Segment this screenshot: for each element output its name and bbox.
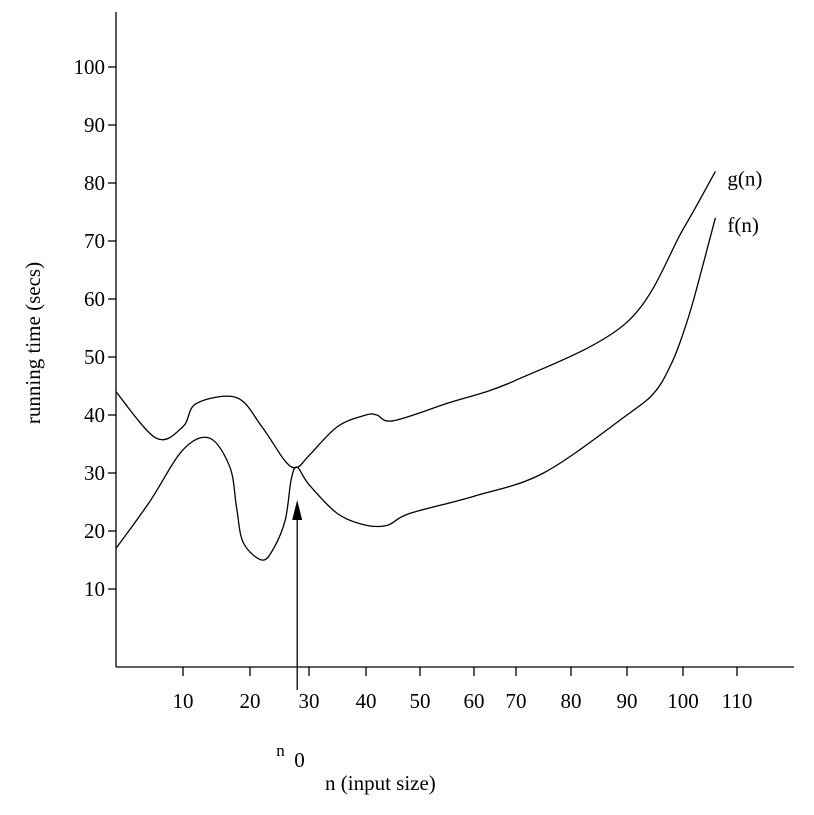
n0-arrowhead (292, 500, 303, 520)
series-label: f(n) (727, 213, 758, 237)
y-tick-label: 100 (74, 55, 106, 79)
x-tick-label: 10 (173, 689, 194, 713)
x-tick-label: 40 (356, 689, 377, 713)
x-tick-label: 60 (464, 689, 485, 713)
x-tick-label: 80 (561, 689, 582, 713)
x-tick-label: 90 (617, 689, 638, 713)
n0-annotation: n 0 (276, 500, 305, 772)
x-tick-label: 100 (667, 689, 699, 713)
y-ticks: 10 20 30 40 50 60 70 80 90 100 (74, 55, 116, 601)
y-tick-label: 40 (84, 403, 105, 427)
y-tick-label: 90 (84, 113, 105, 137)
x-tick-label: 30 (299, 689, 320, 713)
x-tick-label: 50 (410, 689, 431, 713)
series-line-g (115, 171, 716, 469)
x-axis-title: n (input size) (325, 771, 436, 795)
y-tick-label: 20 (84, 519, 105, 543)
y-tick-label: 60 (84, 287, 105, 311)
series-layer: g(n) f(n) (115, 166, 762, 561)
y-tick-label: 10 (84, 577, 105, 601)
x-tick-label: 110 (722, 689, 753, 713)
y-tick-label: 80 (84, 171, 105, 195)
series-line-f (115, 217, 717, 561)
n0-subscript: 0 (294, 748, 305, 772)
y-tick-label: 50 (84, 345, 105, 369)
x-tick-label: 70 (506, 689, 527, 713)
x-tick-label: 20 (240, 689, 261, 713)
n0-label: n (276, 741, 285, 760)
y-tick-label: 70 (84, 229, 105, 253)
series-label: g(n) (727, 166, 762, 190)
y-axis-title: running time (secs) (21, 262, 45, 424)
y-tick-label: 30 (84, 461, 105, 485)
x-ticks: 10 20 30 40 50 60 70 80 90 100 110 (173, 667, 753, 713)
